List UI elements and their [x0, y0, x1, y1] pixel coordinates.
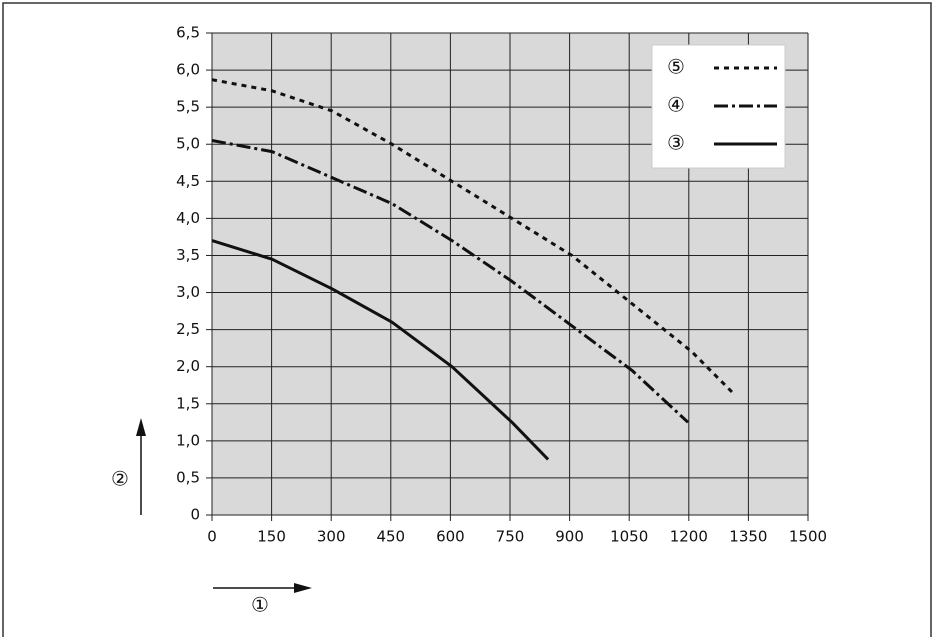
y-tick-label: 5,0	[176, 135, 200, 153]
x-tick-label: 1350	[729, 528, 767, 546]
y-tick-label: 4,0	[176, 209, 200, 227]
x-tick-label: 1050	[610, 528, 648, 546]
legend-label: ③	[667, 131, 685, 155]
y-tick-label: 4,5	[176, 172, 200, 190]
x-axis-label: ①	[251, 593, 269, 617]
x-tick-label: 300	[317, 528, 346, 546]
x-tick-label: 900	[555, 528, 584, 546]
legend-label: ④	[667, 93, 685, 117]
y-tick-label: 0,5	[176, 468, 200, 486]
y-tick-label: 0	[190, 506, 200, 524]
x-arrow-head	[294, 583, 312, 593]
x-tick-label: 1500	[789, 528, 827, 546]
x-tick-label: 150	[257, 528, 286, 546]
y-tick-label: 2,0	[176, 357, 200, 375]
y-tick-label: 1,5	[176, 394, 200, 412]
y-tick-label: 3,5	[176, 246, 200, 264]
series-line	[211, 78, 736, 396]
y-tick-label: 6,5	[176, 24, 200, 42]
x-tick-label: 1200	[670, 528, 708, 546]
x-tick-label: 750	[496, 528, 525, 546]
x-tick-label: 0	[207, 528, 217, 546]
series-line	[211, 239, 550, 461]
y-tick-label: 1,0	[176, 431, 200, 449]
y-tick-label: 6,0	[176, 61, 200, 79]
y-tick-label: 5,5	[176, 98, 200, 116]
x-tick-label: 450	[376, 528, 405, 546]
series-line	[211, 139, 690, 424]
x-tick-label: 600	[436, 528, 465, 546]
y-tick-label: 2,5	[176, 320, 200, 338]
y-axis-label: ②	[111, 467, 129, 491]
y-arrow-head	[136, 418, 146, 436]
legend-label: ⑤	[667, 55, 685, 79]
y-tick-label: 3,0	[176, 283, 200, 301]
